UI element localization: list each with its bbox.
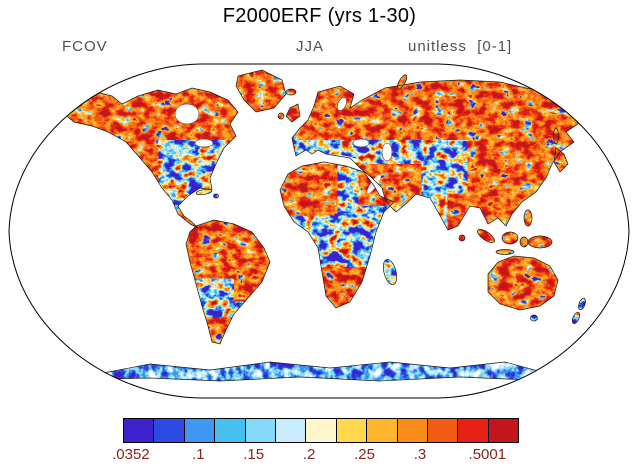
colorbar-segment [154, 419, 185, 442]
warm-region-patagonia [196, 318, 232, 344]
land-data-field [62, 70, 587, 344]
great-lakes [194, 138, 214, 148]
colorbar-segment [245, 419, 276, 442]
colorbar-tick-label: .25 [354, 446, 375, 463]
caspian-sea [381, 142, 393, 162]
warm-region-south-africa [324, 268, 366, 312]
warm-region-east-brazil [235, 245, 275, 300]
colorbar-segment [427, 419, 459, 442]
colorbar-tick-label: .15 [243, 446, 265, 463]
colorbar-segment [184, 419, 216, 442]
hudson-bay [174, 103, 200, 125]
baltic-sea [337, 97, 347, 111]
colorbar-ticks: .0352 .1 .15 .2 .25 .3 .5001 [112, 446, 519, 464]
black-sea [352, 138, 370, 148]
mediterranean-sea [298, 153, 358, 165]
colorbar-segments [123, 418, 519, 443]
red-sea [367, 174, 381, 194]
warm-region-arctic [62, 70, 587, 138]
variable-label: FCOV [62, 38, 108, 55]
colorbar-tick-label: .3 [413, 446, 427, 463]
colorbar-tick-label: .1 [191, 446, 205, 463]
colorbar-segment [275, 419, 307, 442]
colorbar-segment [488, 419, 519, 442]
units-label: unitless [0-1] [408, 38, 513, 55]
antarctica-data-field [98, 362, 542, 381]
warm-region-australia [480, 252, 565, 314]
colorbar-tick-label: .5001 [468, 446, 507, 463]
colorbar-segment [124, 419, 155, 442]
plot-title: F2000ERF (yrs 1-30) [222, 5, 417, 27]
colorbar-tick-label: .0352 [112, 446, 150, 463]
colorbar-tick-label: .2 [302, 446, 316, 463]
season-label: JJA [296, 38, 325, 55]
colorbar-segment [215, 419, 246, 442]
warm-region-se-asia [450, 195, 560, 250]
colorbar-segment [336, 419, 368, 442]
warm-region-west-africa [280, 162, 336, 214]
warm-region-west-na [95, 132, 157, 184]
colorbar-segment [397, 419, 428, 442]
colorbar-segment [458, 419, 489, 442]
colorbar-segment [367, 419, 398, 442]
colorbar-segment [306, 419, 337, 442]
